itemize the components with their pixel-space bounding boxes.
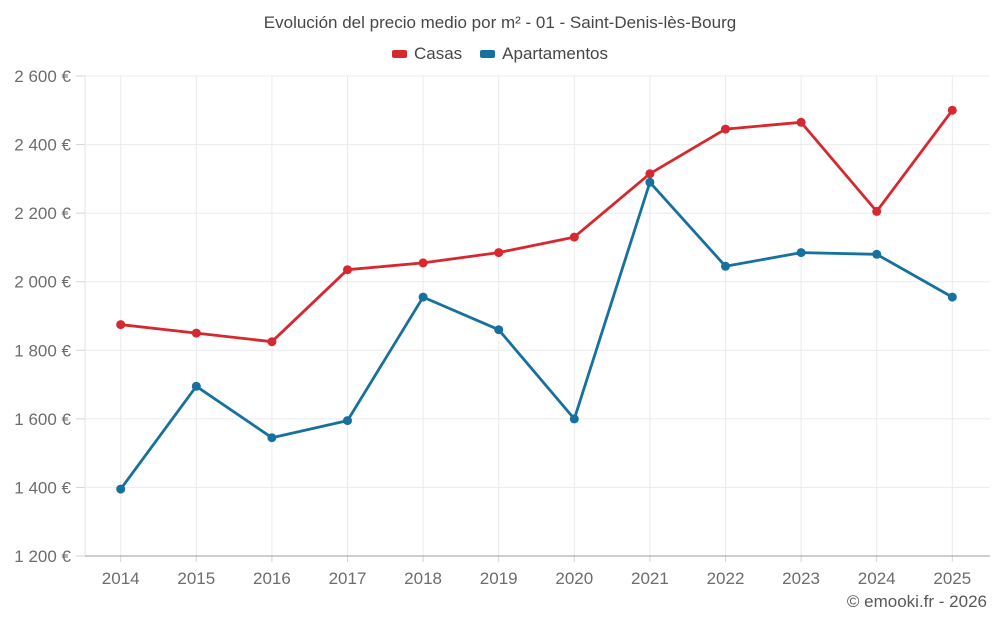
legend-label-apartamentos: Apartamentos xyxy=(502,44,609,63)
x-axis-label: 2023 xyxy=(782,569,820,588)
chart-title: Evolución del precio medio por m² - 01 -… xyxy=(263,13,737,32)
x-axis-label: 2015 xyxy=(177,569,215,588)
x-axis-label: 2016 xyxy=(253,569,291,588)
casas-point-2015[interactable] xyxy=(191,328,201,338)
x-axis-label: 2017 xyxy=(329,569,367,588)
apartamentos-point-2019[interactable] xyxy=(494,325,504,335)
apartamentos-point-2014[interactable] xyxy=(116,484,126,494)
x-axis-label: 2021 xyxy=(631,569,669,588)
apartamentos-swatch-icon xyxy=(480,50,496,58)
x-axis-label: 2024 xyxy=(858,569,896,588)
casas-point-2018[interactable] xyxy=(418,258,428,268)
casas-point-2024[interactable] xyxy=(872,206,882,216)
apartamentos-point-2025[interactable] xyxy=(947,292,957,302)
casas-point-2023[interactable] xyxy=(796,117,806,127)
y-axis-label: 2 400 € xyxy=(14,136,71,155)
apartamentos-point-2024[interactable] xyxy=(872,249,882,259)
y-axis-label: 2 200 € xyxy=(14,204,71,223)
casas-point-2016[interactable] xyxy=(267,337,277,347)
casas-point-2017[interactable] xyxy=(343,265,352,275)
y-axis-label: 2 000 € xyxy=(14,273,71,292)
legend-item-casas[interactable]: Casas xyxy=(391,44,463,64)
legend: Casas Apartamentos xyxy=(0,44,1000,64)
x-axis-label: 2020 xyxy=(555,569,593,588)
apartamentos-point-2015[interactable] xyxy=(191,381,201,391)
apartamentos-point-2020[interactable] xyxy=(569,414,579,424)
legend-label-casas: Casas xyxy=(413,44,463,63)
apartamentos-point-2016[interactable] xyxy=(267,433,277,443)
casas-point-2019[interactable] xyxy=(494,248,504,258)
apartamentos-line xyxy=(119,180,954,491)
y-axis-label: 1 600 € xyxy=(14,410,71,429)
y-axis-label: 1 200 € xyxy=(14,547,71,566)
y-axis-label: 1 400 € xyxy=(14,478,71,497)
x-axis-label: 2014 xyxy=(102,569,140,588)
x-axis-label: 2022 xyxy=(707,569,745,588)
copyright-text: © emooki.fr - 2026 xyxy=(846,592,987,611)
casas-point-2020[interactable] xyxy=(569,232,579,242)
apartamentos-point-2021[interactable] xyxy=(645,177,655,187)
casas-point-2014[interactable] xyxy=(116,320,126,330)
y-axis-label: 1 800 € xyxy=(14,341,71,360)
casas-swatch-icon xyxy=(391,50,407,58)
casas-point-2021[interactable] xyxy=(645,169,655,179)
x-axis-label: 2025 xyxy=(933,569,971,588)
casas-line xyxy=(119,108,954,344)
apartamentos-point-2022[interactable] xyxy=(721,261,730,271)
x-axis-label: 2018 xyxy=(404,569,442,588)
legend-item-apartamentos[interactable]: Apartamentos xyxy=(480,44,608,64)
casas-point-2025[interactable] xyxy=(947,105,957,115)
x-axis-label: 2019 xyxy=(480,569,518,588)
apartamentos-point-2018[interactable] xyxy=(418,292,428,302)
apartamentos-point-2023[interactable] xyxy=(796,248,806,258)
casas-point-2022[interactable] xyxy=(721,124,730,134)
apartamentos-point-2017[interactable] xyxy=(343,416,352,426)
y-axis-label: 2 600 € xyxy=(14,67,71,86)
